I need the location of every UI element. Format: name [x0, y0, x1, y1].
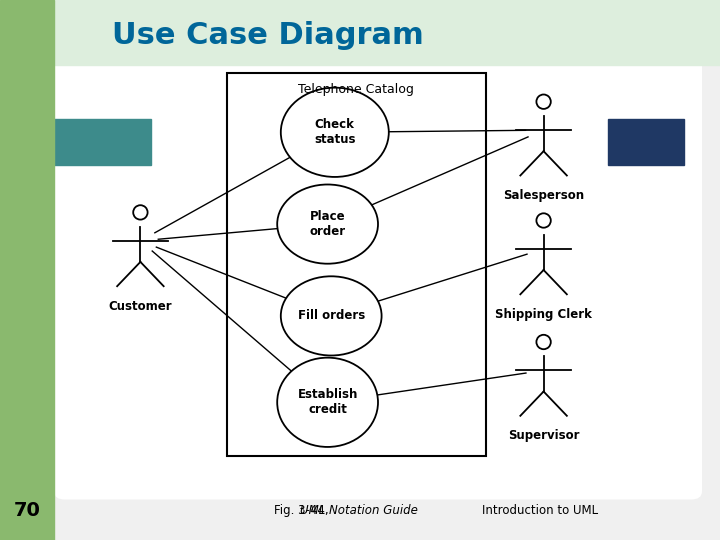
Bar	[54, 0, 720, 65]
Text: Salesperson: Salesperson	[503, 189, 584, 202]
Text: Establish
credit: Establish credit	[297, 388, 358, 416]
Text: Place
order: Place order	[310, 210, 346, 238]
Text: Fill orders: Fill orders	[297, 309, 365, 322]
Bar	[0, 0, 54, 540]
Text: Telephone Catalog: Telephone Catalog	[299, 83, 414, 96]
Text: Use Case Diagram: Use Case Diagram	[112, 21, 423, 50]
Ellipse shape	[281, 87, 389, 177]
Bar	[227, 73, 486, 456]
Ellipse shape	[277, 185, 378, 264]
Ellipse shape	[281, 276, 382, 355]
Bar	[608, 119, 684, 165]
Text: Introduction to UML: Introduction to UML	[482, 504, 598, 517]
Ellipse shape	[277, 357, 378, 447]
FancyBboxPatch shape	[54, 51, 702, 500]
Text: 70: 70	[14, 501, 41, 520]
Bar	[54, 119, 151, 165]
Text: Customer: Customer	[109, 300, 172, 313]
Text: Supervisor: Supervisor	[508, 429, 580, 442]
Text: Shipping Clerk: Shipping Clerk	[495, 308, 592, 321]
Text: UML Notation Guide: UML Notation Guide	[300, 504, 418, 517]
Text: Check
status: Check status	[314, 118, 356, 146]
Text: Fig. 3-44,: Fig. 3-44,	[274, 504, 332, 517]
